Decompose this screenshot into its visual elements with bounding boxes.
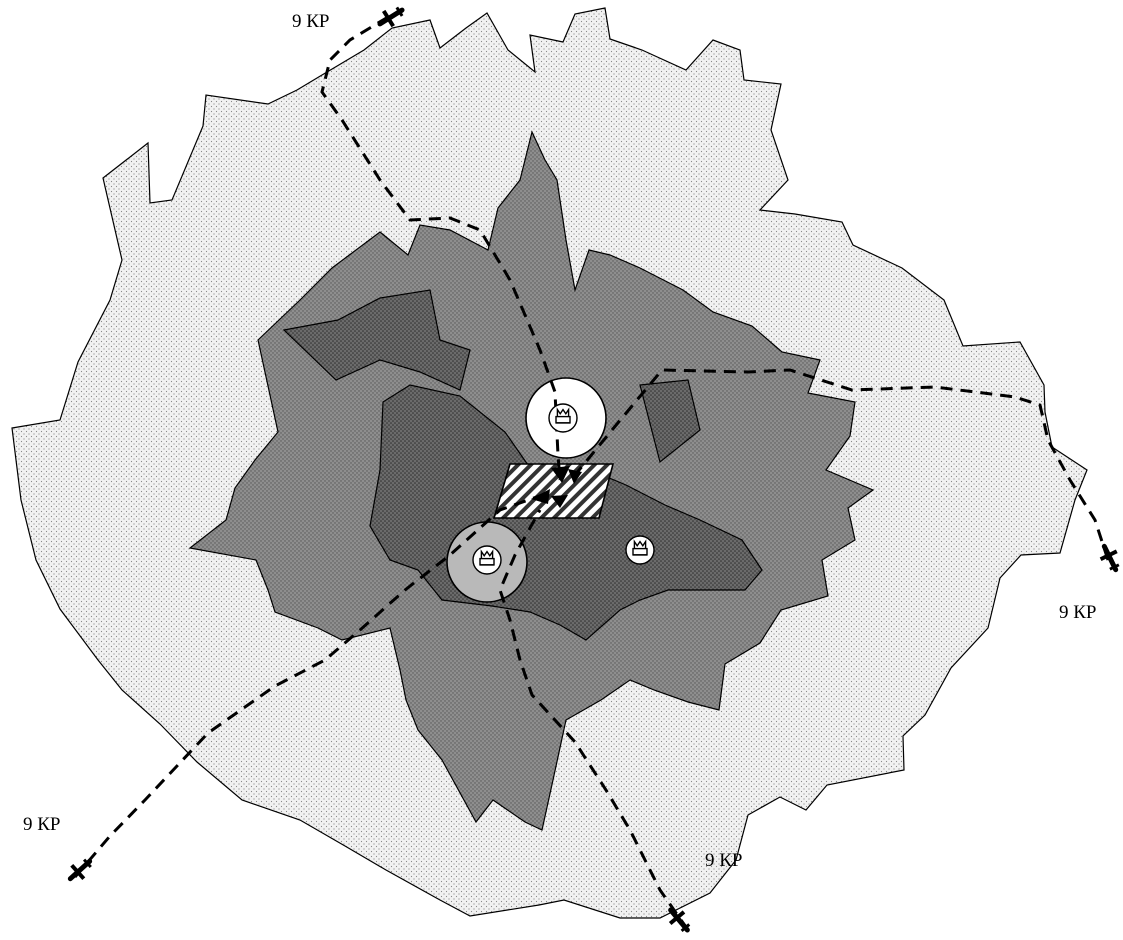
aircraft-icon bbox=[64, 855, 95, 886]
route-north bbox=[320, 15, 562, 481]
route-arrow bbox=[568, 469, 582, 484]
factory-icon bbox=[548, 403, 578, 433]
target-area bbox=[492, 463, 615, 519]
route-southwest bbox=[73, 492, 546, 878]
aircraft-icon bbox=[1096, 542, 1123, 573]
route-arrow bbox=[551, 466, 570, 483]
route-south bbox=[498, 509, 690, 931]
factory-icon bbox=[625, 535, 655, 565]
inner-zone bbox=[282, 289, 471, 391]
route-arrow bbox=[551, 495, 568, 508]
route-arrow bbox=[531, 489, 550, 504]
route-label: 9 КР bbox=[23, 814, 61, 835]
route-east bbox=[573, 368, 1110, 561]
factory-icon bbox=[472, 545, 502, 575]
route-label: 9 КР bbox=[292, 11, 330, 32]
route-label: 9 КР bbox=[705, 850, 743, 871]
inner-zone bbox=[639, 379, 701, 464]
route-label: 9 КР bbox=[1059, 602, 1097, 623]
